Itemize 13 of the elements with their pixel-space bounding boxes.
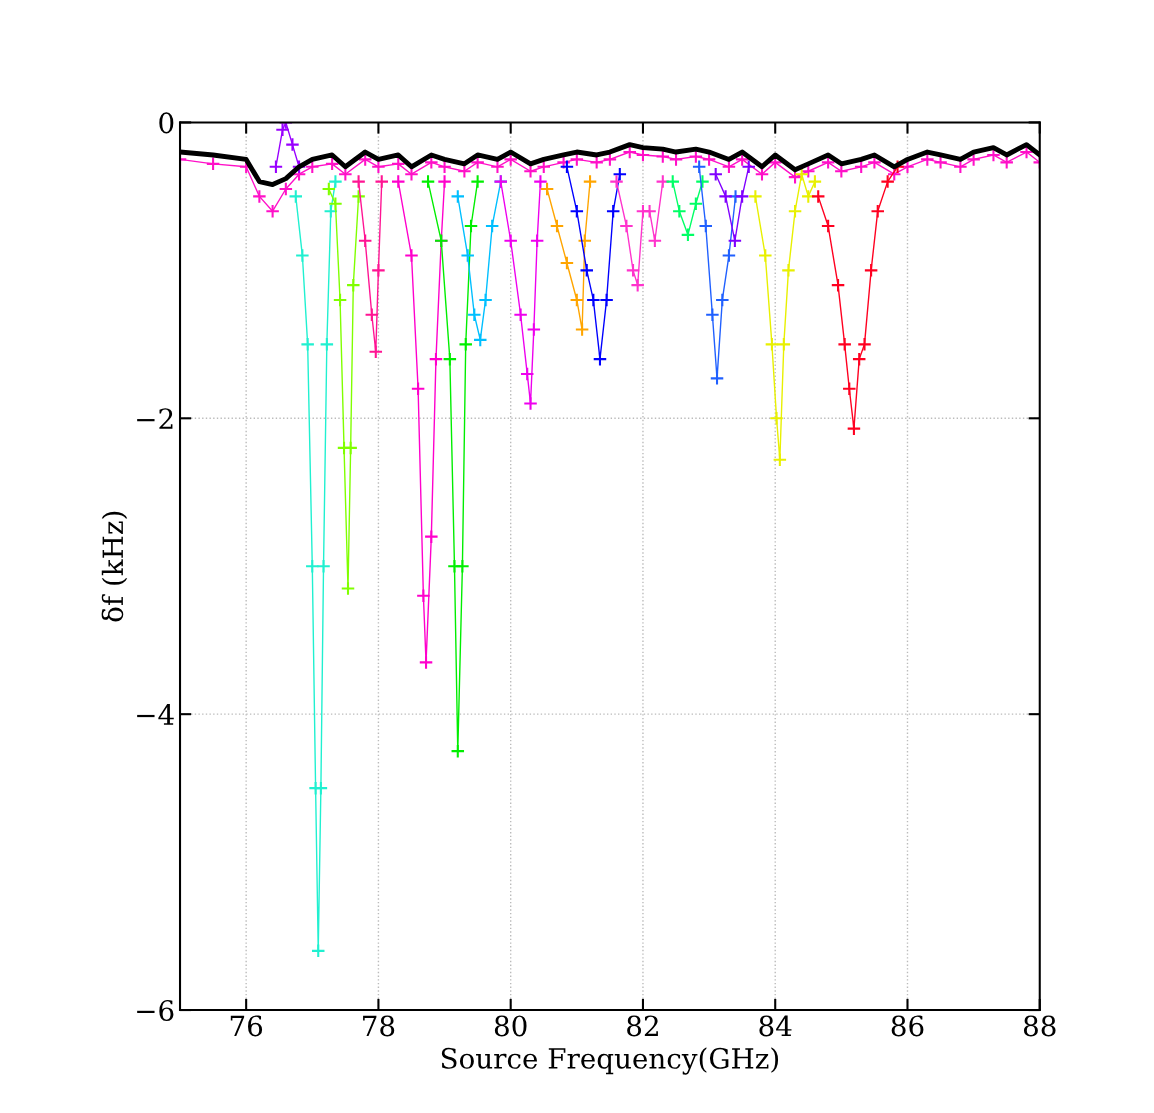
y-tick-label: −4 <box>137 704 174 725</box>
x-tick-label: 78 <box>363 1015 395 1037</box>
x-tick-label: 82 <box>627 1015 658 1037</box>
x-tick-label: 88 <box>1023 1015 1056 1037</box>
x-axis-title: Source Frequency(GHz) <box>441 1047 779 1075</box>
y-tick-label: −6 <box>137 999 174 1021</box>
y-tick-label: 0 <box>159 112 174 134</box>
x-tick-label: 76 <box>230 1015 263 1037</box>
x-tick-label: 84 <box>759 1015 792 1037</box>
y-tick-label: −2 <box>137 408 173 429</box>
x-tick-label: 86 <box>891 1015 924 1037</box>
y-axis-title: δf (kHz) <box>101 511 128 622</box>
x-tick-label: 80 <box>494 1015 527 1037</box>
